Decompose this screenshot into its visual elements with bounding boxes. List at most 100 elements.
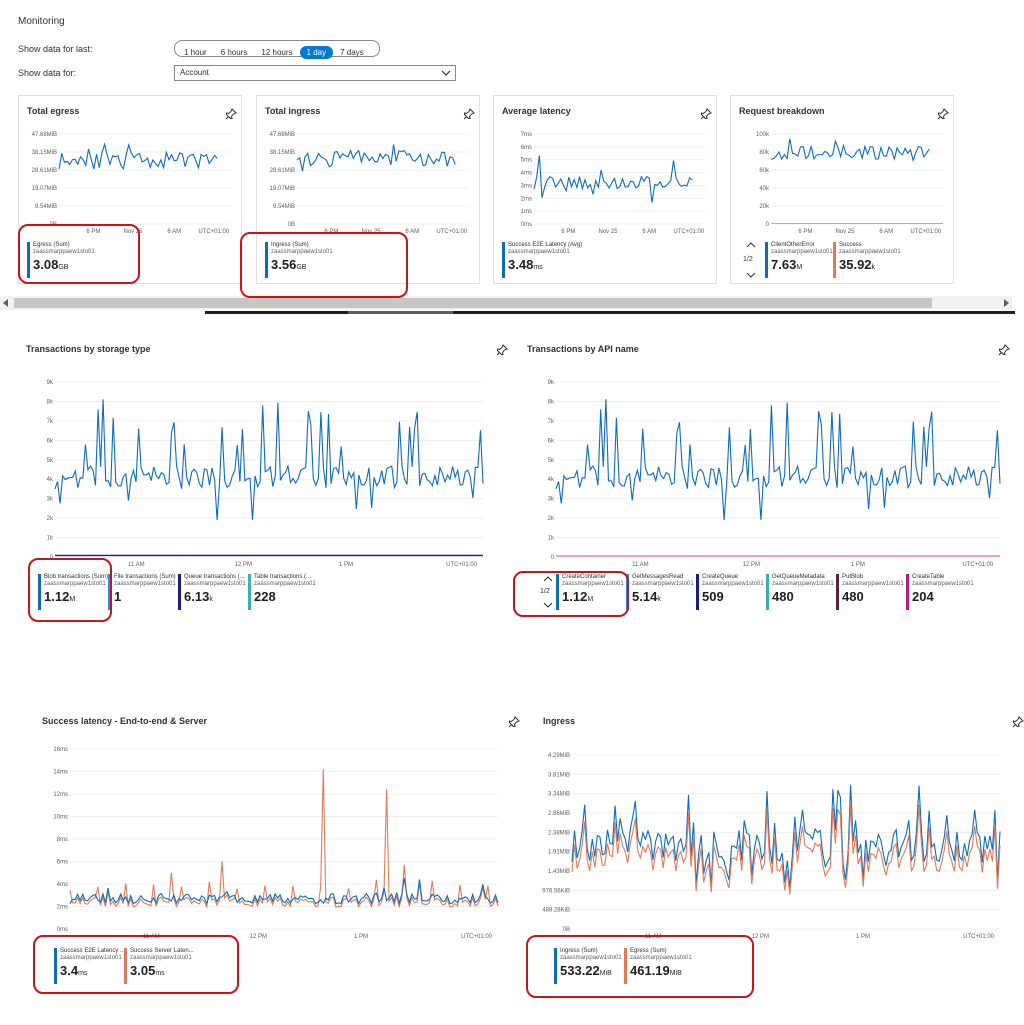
chart-panel[interactable]: Success latency - End-to-end & Server 16m… (0, 705, 520, 1025)
legend-value: 3.05ms (130, 963, 165, 978)
legend-item[interactable]: CreateTable zaassmarppaew1sto01 204 (906, 574, 974, 612)
metric-tile[interactable]: Average latency 7ms 6ms 5ms 4ms 3ms 2ms 1ms 0ms 6… (493, 95, 717, 284)
legend-value: 461.19MiB (630, 963, 682, 978)
y-tick-label: 4.29MiB (548, 753, 570, 759)
chart-panel[interactable]: Transactions by storage type 9k 8k 7k 6k 5k 4k… (0, 330, 512, 650)
horizontal-scrollbar[interactable] (0, 296, 1012, 310)
x-tick-label: 11 AM (128, 562, 145, 568)
legend-name: Egress (Sum) (630, 948, 667, 954)
highlight-box (526, 935, 754, 998)
pin-icon[interactable] (998, 344, 1010, 356)
scroll-right-icon[interactable] (1002, 299, 1010, 307)
legend-item[interactable]: GetMessagesRead zaassmarppaew1sto01 5.14k (626, 574, 694, 612)
legend-color-bar (624, 948, 627, 984)
legend-pager[interactable]: 1/2 (540, 574, 556, 612)
pin-icon[interactable] (496, 344, 508, 356)
chevron-up-icon[interactable] (746, 242, 756, 248)
x-tick-label: UTC+01:00 (436, 229, 468, 235)
y-tick-label: 19.07MiB (32, 186, 57, 192)
y-tick-label: 3.34MiB (548, 792, 570, 798)
legend-value: 1 (114, 589, 121, 604)
chart-panel[interactable]: Ingress 4.29MiB 3.81MiB 3.34MiB 2.86MiB 2.38M… (512, 705, 1024, 1025)
scope-dropdown[interactable]: Account (174, 65, 456, 81)
legend-name: GetQueueMetadata (772, 574, 825, 580)
series-line (296, 144, 456, 172)
y-tick-label: 3ms (521, 183, 532, 189)
legend-item[interactable]: GetQueueMetadata zaassmarppaew1sto01 480 (766, 574, 834, 612)
y-tick-label: 8k (47, 399, 54, 405)
legend-color-bar (248, 574, 251, 610)
chevron-up-icon[interactable] (543, 576, 553, 582)
legend-item[interactable]: Blob transactions (Sum) zaassmarppaew1sto… (38, 574, 108, 612)
legend-item[interactable]: Success Server Laten... zaassmarppaew1sto… (124, 948, 194, 986)
y-tick-label: 6k (548, 438, 555, 444)
tile-chart: 7ms 6ms 5ms 4ms 3ms 2ms 1ms 0ms 6 PM Nov 25 6 AM UT… (521, 132, 706, 235)
time-option-12hours[interactable]: 12 hours (261, 48, 293, 57)
y-tick-label: 7k (548, 419, 555, 425)
y-tick-label: 6k (47, 438, 54, 444)
chart-panel[interactable]: Transactions by API name 9k 8k 7k 6k 5k 4k 3k 2k… (512, 330, 1024, 650)
legend-value: 3.48ms (508, 257, 543, 272)
pin-icon[interactable] (508, 716, 520, 728)
y-tick-label: 9k (548, 380, 555, 386)
legend-resource: zaassmarppaew1sto01 (562, 581, 624, 587)
legend-item[interactable]: PutBlob zaassmarppaew1sto01 480 (836, 574, 904, 612)
y-tick-label: 4k (548, 477, 555, 483)
series-line (533, 155, 693, 203)
legend-resource: zaassmarppaew1sto01 (130, 955, 192, 961)
pin-icon[interactable] (225, 108, 237, 120)
legend-item[interactable]: Egress (Sum) zaassmarppaew1sto01 3.08GB (27, 242, 95, 280)
pin-icon[interactable] (937, 108, 949, 120)
legend-name: File transactions (Sum) (114, 574, 176, 580)
time-option-7days[interactable]: 7 days (340, 48, 364, 57)
metric-tile[interactable]: Total ingress 47.68MiB 38.15MiB 28.61MiB 19.… (256, 95, 480, 284)
legend-item[interactable]: Success zaassmarppaew1sto01 35.92k (833, 242, 901, 280)
y-tick-label: 0ms (57, 927, 68, 933)
pin-icon[interactable] (700, 108, 712, 120)
scrollbar-thumb[interactable] (14, 298, 932, 308)
metric-tile[interactable]: Request breakdown 100k 80k 60k 40k 20k 0 6 PM No… (730, 95, 954, 284)
show-for-label: Show data for: (18, 68, 77, 78)
legend-value-number: 7.63 (771, 257, 797, 272)
series-line-createcontainer (555, 399, 1001, 521)
legend-item[interactable]: Queue transactions (... zaassmarppaew1sto… (178, 574, 246, 612)
time-option-6hours[interactable]: 6 hours (220, 48, 248, 57)
legend-value: 3.4ms (60, 963, 87, 978)
legend-value-number: 509 (702, 589, 724, 604)
legend-unit: M (69, 596, 76, 603)
legend-item[interactable]: Success E2E Latency (Avg) zaassmarppaew1s… (502, 242, 582, 280)
legend-item[interactable]: ClientOtherError zaassmarppaew1sto01 7.63M (765, 242, 833, 280)
legend-color-bar (38, 574, 41, 610)
legend-item[interactable]: Ingress (Sum) zaassmarppaew1sto01 3.56GB (265, 242, 333, 280)
legend-name: Queue transactions (... (184, 574, 245, 580)
pin-icon[interactable] (463, 108, 475, 120)
legend-name: Success (839, 242, 862, 248)
pin-icon[interactable] (1012, 716, 1024, 728)
legend-item[interactable]: File transactions (Sum) zaassmarppaew1sto… (108, 574, 176, 612)
time-option-1hour[interactable]: 1 hour (184, 48, 207, 57)
legend-item[interactable]: Table transactions (... zaassmarppaew1sto… (248, 574, 316, 612)
legend-item[interactable]: Ingress (Sum) zaassmarppaew1sto01 533.22Mi… (554, 948, 622, 986)
legend-item[interactable]: CreateContainer zaassmarppaew1sto01 1.12M (556, 574, 624, 612)
y-tick-label: 80k (759, 150, 770, 156)
legend-unit: ms (78, 970, 88, 977)
panel-title: Transactions by storage type (26, 344, 151, 354)
y-tick-label: 9k (47, 380, 54, 386)
chevron-down-icon[interactable] (543, 602, 553, 608)
tile-chart: 47.68MiB38.15MiB28.61MiB19.07MiB9.54MiB0… (32, 132, 231, 235)
time-range-selector[interactable]: 1 hour 6 hours 12 hours 1 day 7 days (174, 40, 380, 59)
legend-item[interactable]: CreateQueue zaassmarppaew1sto01 509 (696, 574, 764, 612)
legend-pager[interactable]: 1/2 (743, 242, 759, 280)
series-line-ingress (571, 784, 1001, 888)
legend-value: 480 (842, 589, 864, 604)
y-tick-label: 1.43MiB (548, 869, 570, 875)
legend-color-bar (836, 574, 839, 610)
legend-item[interactable]: Success E2E Latency ... zaassmarppaew1sto… (54, 948, 125, 986)
legend-item[interactable]: Egress (Sum) zaassmarppaew1sto01 461.19MiB (624, 948, 692, 986)
chevron-down-icon[interactable] (746, 272, 756, 278)
legend-name: Blob transactions (Sum) (44, 574, 109, 580)
time-option-1day[interactable]: 1 day (299, 46, 334, 59)
x-tick-label: UTC+01:00 (198, 229, 230, 235)
legend-color-bar (766, 574, 769, 610)
scroll-left-icon[interactable] (2, 299, 10, 307)
